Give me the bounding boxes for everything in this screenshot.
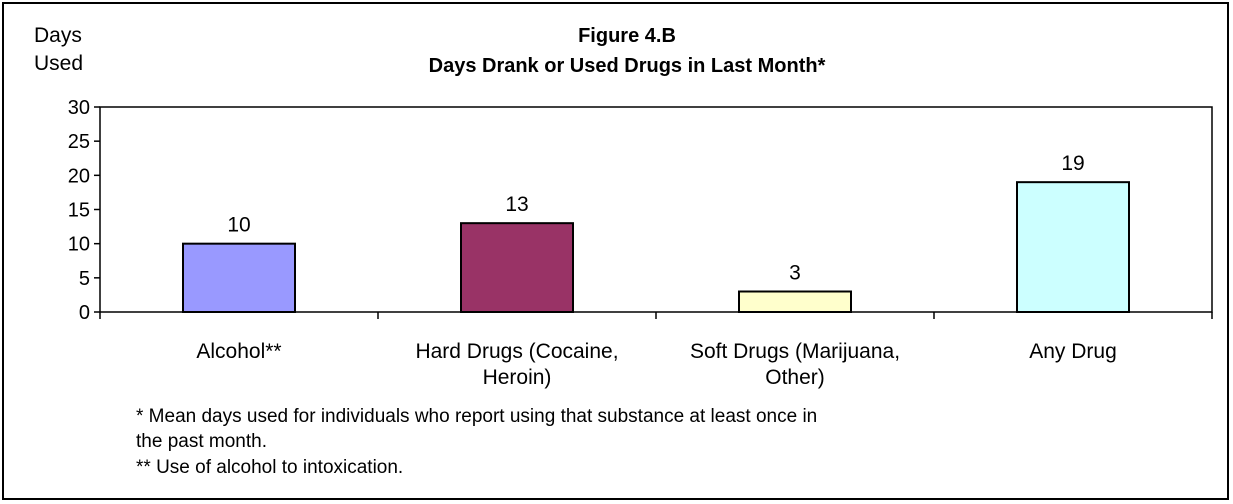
y-tick-label: 0: [79, 302, 90, 324]
bar-value-label: 19: [1061, 152, 1084, 175]
y-tick-label: 25: [68, 131, 90, 153]
bar: [182, 242, 296, 314]
y-tick-label: 30: [68, 97, 90, 119]
y-tick-label: 5: [79, 268, 90, 290]
bar: [738, 290, 852, 313]
y-axis-label-line-1: Days: [34, 24, 82, 47]
bar: [460, 222, 574, 314]
bar-value-label: 10: [227, 214, 250, 237]
x-category-label: Soft Drugs (Marijuana, Other): [690, 340, 900, 389]
chart-title: Figure 4.B: [578, 25, 676, 47]
y-tick-label: 15: [68, 200, 90, 222]
chart-subtitle: Days Drank or Used Drugs in Last Month*: [429, 55, 826, 77]
x-category-label: Hard Drugs (Cocaine, Heroin): [415, 340, 618, 389]
footnote-line-1: * Mean days used for individuals who rep…: [136, 406, 818, 427]
footnote-line-2: the past month.: [136, 431, 267, 452]
bar-value-label: 3: [789, 262, 801, 285]
y-tick-label: 20: [68, 165, 90, 187]
plot-area: 0 5 10 15 20 25 30 10 Alcohol** 13 Hard Drugs (Coc…: [68, 97, 1213, 389]
x-category-label: Alcohol**: [196, 340, 281, 363]
y-axis-label-line-2: Used: [34, 52, 83, 75]
footnote-line-3: ** Use of alcohol to intoxication.: [136, 457, 404, 478]
y-tick-label: 10: [68, 234, 90, 256]
x-category-label: Any Drug: [1029, 340, 1117, 363]
bar: [1016, 181, 1130, 313]
bar-value-label: 13: [505, 193, 528, 216]
